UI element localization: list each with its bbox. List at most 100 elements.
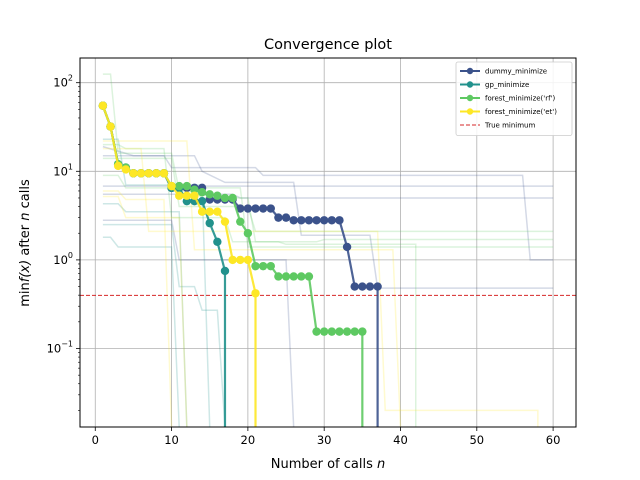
chart-title: Convergence plot: [264, 37, 392, 53]
series-2-point-26: [297, 272, 306, 281]
y-tick-base-2: 10: [53, 164, 68, 178]
legend-label-2: forest_minimize('rf'): [485, 95, 555, 103]
background-run-13: [102, 190, 173, 428]
series-0-point-25: [289, 216, 298, 225]
x-axis-label: Number of calls n: [271, 457, 386, 472]
series-0-point-19: [243, 204, 253, 213]
background-run-5: [102, 203, 188, 428]
series-3-point-9: [167, 181, 176, 191]
x-tick-label-0: 0: [92, 433, 99, 447]
background-run-10: [102, 143, 554, 243]
series-1-point-15: [213, 237, 222, 247]
series-3-point-20: [251, 289, 260, 298]
series-2-point-24: [281, 272, 291, 281]
series-3-point-10: [175, 191, 184, 200]
x-tick-label-2: 20: [241, 433, 256, 447]
series-2-point-19: [243, 229, 253, 238]
series-2-point-27: [304, 272, 314, 281]
legend-label-1: gp_minimize: [485, 81, 529, 89]
series-3-point-15: [213, 207, 222, 216]
series-0-point-20: [251, 204, 260, 213]
series-1-point-14: [205, 218, 214, 228]
x-tick-label-3: 30: [317, 433, 332, 447]
y-axis-label-after: after: [18, 221, 33, 260]
y-tick-exponent-0: −1: [61, 339, 73, 348]
legend-marker-0: [466, 67, 474, 75]
series-2-point-25: [289, 272, 298, 281]
x-tick-label-1: 10: [164, 433, 179, 447]
y-tick-exponent-2: 1: [68, 162, 73, 171]
background-run-7: [102, 138, 211, 428]
series-3-point-12: [190, 191, 199, 200]
series-2-point-34: [358, 327, 367, 336]
series-0-point-36: [373, 282, 382, 291]
background-run-15: [102, 195, 188, 428]
y-tick-exponent-1: 0: [68, 251, 73, 260]
series-0-point-28: [312, 216, 321, 225]
series-0-point-18: [236, 204, 245, 213]
x-axis-label-n: n: [377, 457, 385, 472]
x-tick-label-6: 60: [546, 433, 561, 447]
series-2-point-11: [182, 181, 192, 191]
background-run-4: [102, 219, 295, 428]
series-2-point-23: [274, 272, 283, 281]
series-1-point-16: [220, 266, 230, 276]
y-tick-label-3: 102: [53, 74, 73, 90]
background-run-2: [102, 145, 554, 289]
legend-label-3: forest_minimize('et'): [485, 108, 557, 116]
legend-marker-3: [466, 108, 474, 115]
series-3-point-16: [220, 217, 230, 226]
x-tick-label-4: 40: [393, 433, 408, 447]
series-lines: [98, 101, 382, 427]
series-2-point-29: [319, 327, 329, 336]
series-3-point-0: [98, 101, 108, 110]
series-3-point-7: [152, 169, 161, 178]
series-3-point-8: [159, 169, 169, 178]
series-0-point-23: [274, 213, 283, 222]
series-2-point-28: [312, 327, 321, 336]
series-3-point-5: [136, 169, 146, 178]
series-2-point-30: [327, 327, 337, 336]
series-0-point-22: [266, 204, 275, 213]
series-1-point-13: [197, 196, 207, 206]
series-2-point-16: [220, 193, 230, 203]
series-0-point-29: [319, 216, 329, 225]
y-axis-label-calls: calls: [18, 179, 33, 212]
series-0-point-33: [350, 282, 359, 291]
series-2-point-15: [213, 191, 222, 200]
y-axis-label-n: n: [18, 213, 33, 221]
series-0-point-32: [342, 242, 352, 252]
series-0-point-27: [304, 216, 314, 225]
y-tick-label-2: 101: [53, 162, 73, 178]
series-0-point-30: [327, 216, 337, 225]
x-axis-label-main: Number of calls: [271, 457, 377, 472]
series-2-point-14: [205, 190, 214, 199]
background-runs: [102, 73, 554, 428]
series-0-point-31: [335, 216, 344, 225]
series-2-point-31: [335, 327, 344, 336]
series-0-point-21: [258, 204, 268, 213]
y-tick-label-1: 100: [53, 251, 73, 267]
series-0-point-26: [297, 216, 306, 225]
series-3-point-6: [144, 169, 153, 178]
series-3-point-4: [129, 169, 138, 178]
series-2-point-33: [350, 327, 359, 336]
series-2-point-20: [251, 261, 260, 271]
legend-marker-2: [466, 94, 474, 102]
background-run-14: [102, 140, 402, 428]
series-3-point-19: [243, 255, 253, 265]
background-run-8: [102, 236, 180, 428]
x-axis-ticks: 0 10 20 30 40 50 60: [92, 427, 561, 447]
series-2-point-12: [190, 185, 199, 194]
legend-label-4: True minimum: [484, 122, 535, 130]
legend-marker-1: [466, 81, 474, 88]
y-axis-label-fx: f(x): [18, 260, 33, 282]
background-run-1: [102, 193, 554, 199]
legend-label-0: dummy_minimize: [485, 68, 547, 76]
series-2-point-18: [236, 217, 245, 226]
background-run-6: [102, 223, 226, 428]
series-3-point-18: [236, 255, 245, 265]
background-run-11: [102, 157, 554, 233]
y-tick-exponent-3: 2: [68, 74, 73, 83]
legend-box: [455, 61, 573, 136]
